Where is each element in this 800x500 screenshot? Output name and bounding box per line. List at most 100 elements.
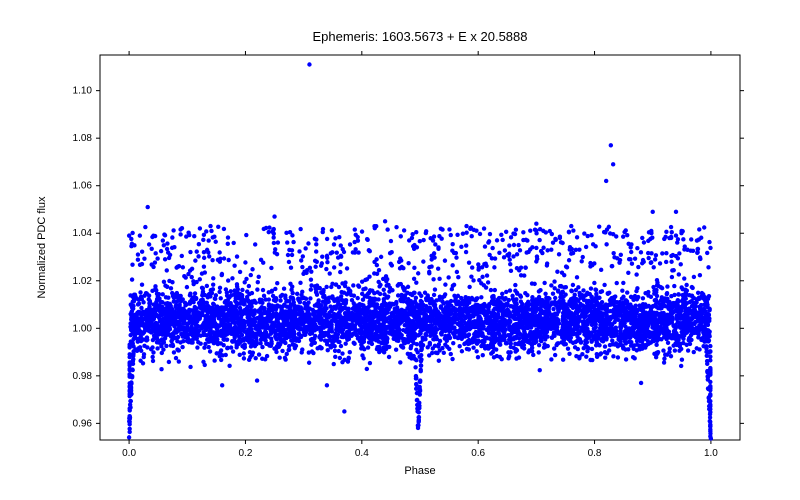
- data-point: [456, 294, 460, 298]
- data-point: [278, 298, 282, 302]
- data-point: [247, 338, 251, 342]
- data-point: [172, 350, 176, 354]
- data-point: [450, 287, 454, 291]
- data-point: [426, 345, 430, 349]
- data-point: [437, 359, 441, 363]
- data-point: [231, 241, 235, 245]
- x-tick-label: 0.8: [588, 448, 602, 459]
- data-point: [340, 281, 344, 285]
- data-point: [594, 303, 598, 307]
- data-point: [486, 346, 490, 350]
- data-point: [226, 242, 230, 246]
- data-point: [225, 290, 229, 294]
- data-point: [203, 342, 207, 346]
- data-point: [572, 312, 576, 316]
- data-point: [626, 271, 630, 275]
- data-point: [556, 289, 560, 293]
- data-point: [551, 240, 555, 244]
- data-point: [159, 367, 163, 371]
- data-point: [414, 296, 418, 300]
- data-point: [329, 345, 333, 349]
- data-point: [432, 293, 436, 297]
- data-point: [677, 272, 681, 276]
- data-point: [329, 322, 333, 326]
- data-point: [164, 344, 168, 348]
- data-point: [551, 307, 555, 311]
- data-point: [618, 329, 622, 333]
- data-point: [361, 287, 365, 291]
- data-point: [665, 291, 669, 295]
- data-point: [465, 326, 469, 330]
- data-point: [632, 343, 636, 347]
- data-point: [582, 231, 586, 235]
- data-point: [324, 324, 328, 328]
- data-point: [575, 235, 579, 239]
- data-point: [684, 283, 688, 287]
- data-point: [199, 298, 203, 302]
- data-point: [475, 305, 479, 309]
- data-point: [555, 270, 559, 274]
- data-point: [333, 236, 337, 240]
- data-point: [567, 352, 571, 356]
- data-point: [386, 325, 390, 329]
- data-point: [465, 303, 469, 307]
- data-point: [334, 313, 338, 317]
- data-point: [557, 252, 561, 256]
- data-point: [153, 251, 157, 255]
- data-point: [450, 242, 454, 246]
- data-point: [150, 312, 154, 316]
- data-point: [665, 328, 669, 332]
- data-point: [452, 319, 456, 323]
- data-point: [438, 339, 442, 343]
- data-point: [173, 304, 177, 308]
- data-point: [284, 334, 288, 338]
- data-point: [343, 342, 347, 346]
- data-point: [242, 356, 246, 360]
- data-point: [427, 271, 431, 275]
- data-point: [166, 332, 170, 336]
- data-point: [416, 271, 420, 275]
- data-point: [231, 349, 235, 353]
- data-point: [136, 252, 140, 256]
- x-tick-label: 1.0: [704, 448, 718, 459]
- data-point: [307, 361, 311, 365]
- data-point: [442, 294, 446, 298]
- data-point: [272, 324, 276, 328]
- data-point: [670, 275, 674, 279]
- data-point: [484, 285, 488, 289]
- data-point: [556, 331, 560, 335]
- data-point: [286, 253, 290, 257]
- data-point: [189, 328, 193, 332]
- data-point: [446, 275, 450, 279]
- data-point: [679, 347, 683, 351]
- data-point: [300, 347, 304, 351]
- data-point: [269, 336, 273, 340]
- data-point: [218, 286, 222, 290]
- data-point: [683, 314, 687, 318]
- data-point: [285, 305, 289, 309]
- data-point: [615, 300, 619, 304]
- data-point: [611, 302, 615, 306]
- data-point: [584, 354, 588, 358]
- data-point: [576, 285, 580, 289]
- data-point: [285, 352, 289, 356]
- data-point: [321, 227, 325, 231]
- data-point: [467, 285, 471, 289]
- data-point: [553, 296, 557, 300]
- data-point: [381, 331, 385, 335]
- data-point: [562, 273, 566, 277]
- data-point: [261, 288, 265, 292]
- data-point: [642, 325, 646, 329]
- data-point: [202, 256, 206, 260]
- data-point: [474, 349, 478, 353]
- data-point: [627, 340, 631, 344]
- data-point: [504, 290, 508, 294]
- data-point: [594, 325, 598, 329]
- data-point: [672, 284, 676, 288]
- data-point: [620, 288, 624, 292]
- data-point: [247, 284, 251, 288]
- data-point: [233, 299, 237, 303]
- data-point: [257, 275, 261, 279]
- data-point: [698, 273, 702, 277]
- data-point: [343, 316, 347, 320]
